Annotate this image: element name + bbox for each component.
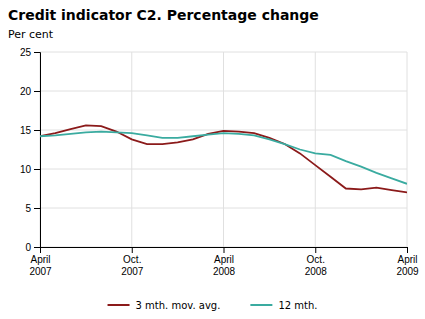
x-tick-label-line: 2007 [29, 266, 52, 277]
y-tick-mark [34, 91, 40, 92]
grid-line-x [315, 52, 316, 247]
y-tick-mark [34, 169, 40, 170]
y-tick-label: 5 [25, 203, 31, 214]
grid [40, 52, 407, 247]
grid-line-x [223, 52, 224, 247]
x-tick-label: April2009 [396, 254, 419, 277]
series-line [40, 125, 407, 192]
y-tick-label: 15 [20, 125, 32, 136]
plot: 0510152025April2007Oct.2007April2008Oct.… [20, 47, 419, 277]
y-axis-line [34, 53, 41, 248]
y-tick-label: 10 [20, 164, 32, 175]
x-tick: Oct.2008 [305, 247, 328, 277]
legend-swatch [250, 304, 272, 306]
x-tick-label-line: 2007 [121, 266, 144, 277]
x-tick: April2007 [29, 247, 52, 277]
y-tick-label: 0 [25, 242, 31, 253]
x-tick-mark [40, 247, 41, 253]
legend-item: 12 mth. [250, 300, 317, 311]
x-tick-label-line: Oct. [123, 254, 141, 265]
x-axis-line [41, 248, 408, 254]
y-tick-mark [34, 52, 40, 53]
lines [40, 125, 407, 192]
y-tick-label: 25 [20, 47, 32, 58]
y-axis: 0 5 10 15 20 25 [20, 47, 41, 253]
x-tick-mark [407, 247, 408, 253]
x-tick: April2008 [213, 247, 236, 277]
series-line [40, 132, 407, 184]
y-axis-label: Per cent [8, 28, 54, 41]
y-tick-mark [34, 208, 40, 209]
x-tick-label-line: 2008 [305, 266, 328, 277]
x-tick: Oct.2007 [121, 247, 144, 277]
x-tick-mark [315, 247, 316, 253]
x-tick-label: Oct.2008 [305, 254, 328, 277]
x-tick-label-line: Oct. [307, 254, 325, 265]
x-tick-label-line: 2008 [213, 266, 236, 277]
legend-swatch [108, 304, 130, 306]
x-tick-label-line: April [30, 254, 50, 265]
y-tick: 5 [25, 203, 40, 214]
x-tick-label-line: April [214, 254, 234, 265]
y-tick: 15 [20, 125, 40, 136]
grid-line-x [131, 52, 132, 247]
x-tick-label-line: 2009 [396, 266, 419, 277]
x-axis: April2007Oct.2007April2008Oct.2008April2… [29, 247, 419, 277]
y-tick: 10 [20, 164, 40, 175]
y-tick-mark [34, 247, 40, 248]
y-tick: 25 [20, 47, 40, 58]
x-tick-label: April2008 [213, 254, 236, 277]
x-tick: April2009 [396, 247, 419, 277]
y-tick: 20 [20, 86, 40, 97]
y-tick-mark [34, 130, 40, 131]
x-tick-label-line: April [397, 254, 417, 265]
x-tick-mark [132, 247, 133, 253]
x-tick-label: Oct.2007 [121, 254, 144, 277]
y-tick: 0 [25, 242, 40, 253]
y-tick-label: 20 [20, 86, 32, 97]
x-tick-label: April2007 [29, 254, 52, 277]
grid-line-x [407, 52, 408, 247]
chart: Credit indicator C2. Percentage change Pe… [0, 0, 425, 319]
title: Credit indicator C2. Percentage change [8, 7, 319, 23]
legend-label: 3 mth. mov. avg. [136, 300, 221, 311]
x-tick-mark [224, 247, 225, 253]
legend-label: 12 mth. [278, 300, 317, 311]
legend-item: 3 mth. mov. avg. [108, 300, 221, 311]
legend: 3 mth. mov. avg. 12 mth. [108, 300, 318, 311]
